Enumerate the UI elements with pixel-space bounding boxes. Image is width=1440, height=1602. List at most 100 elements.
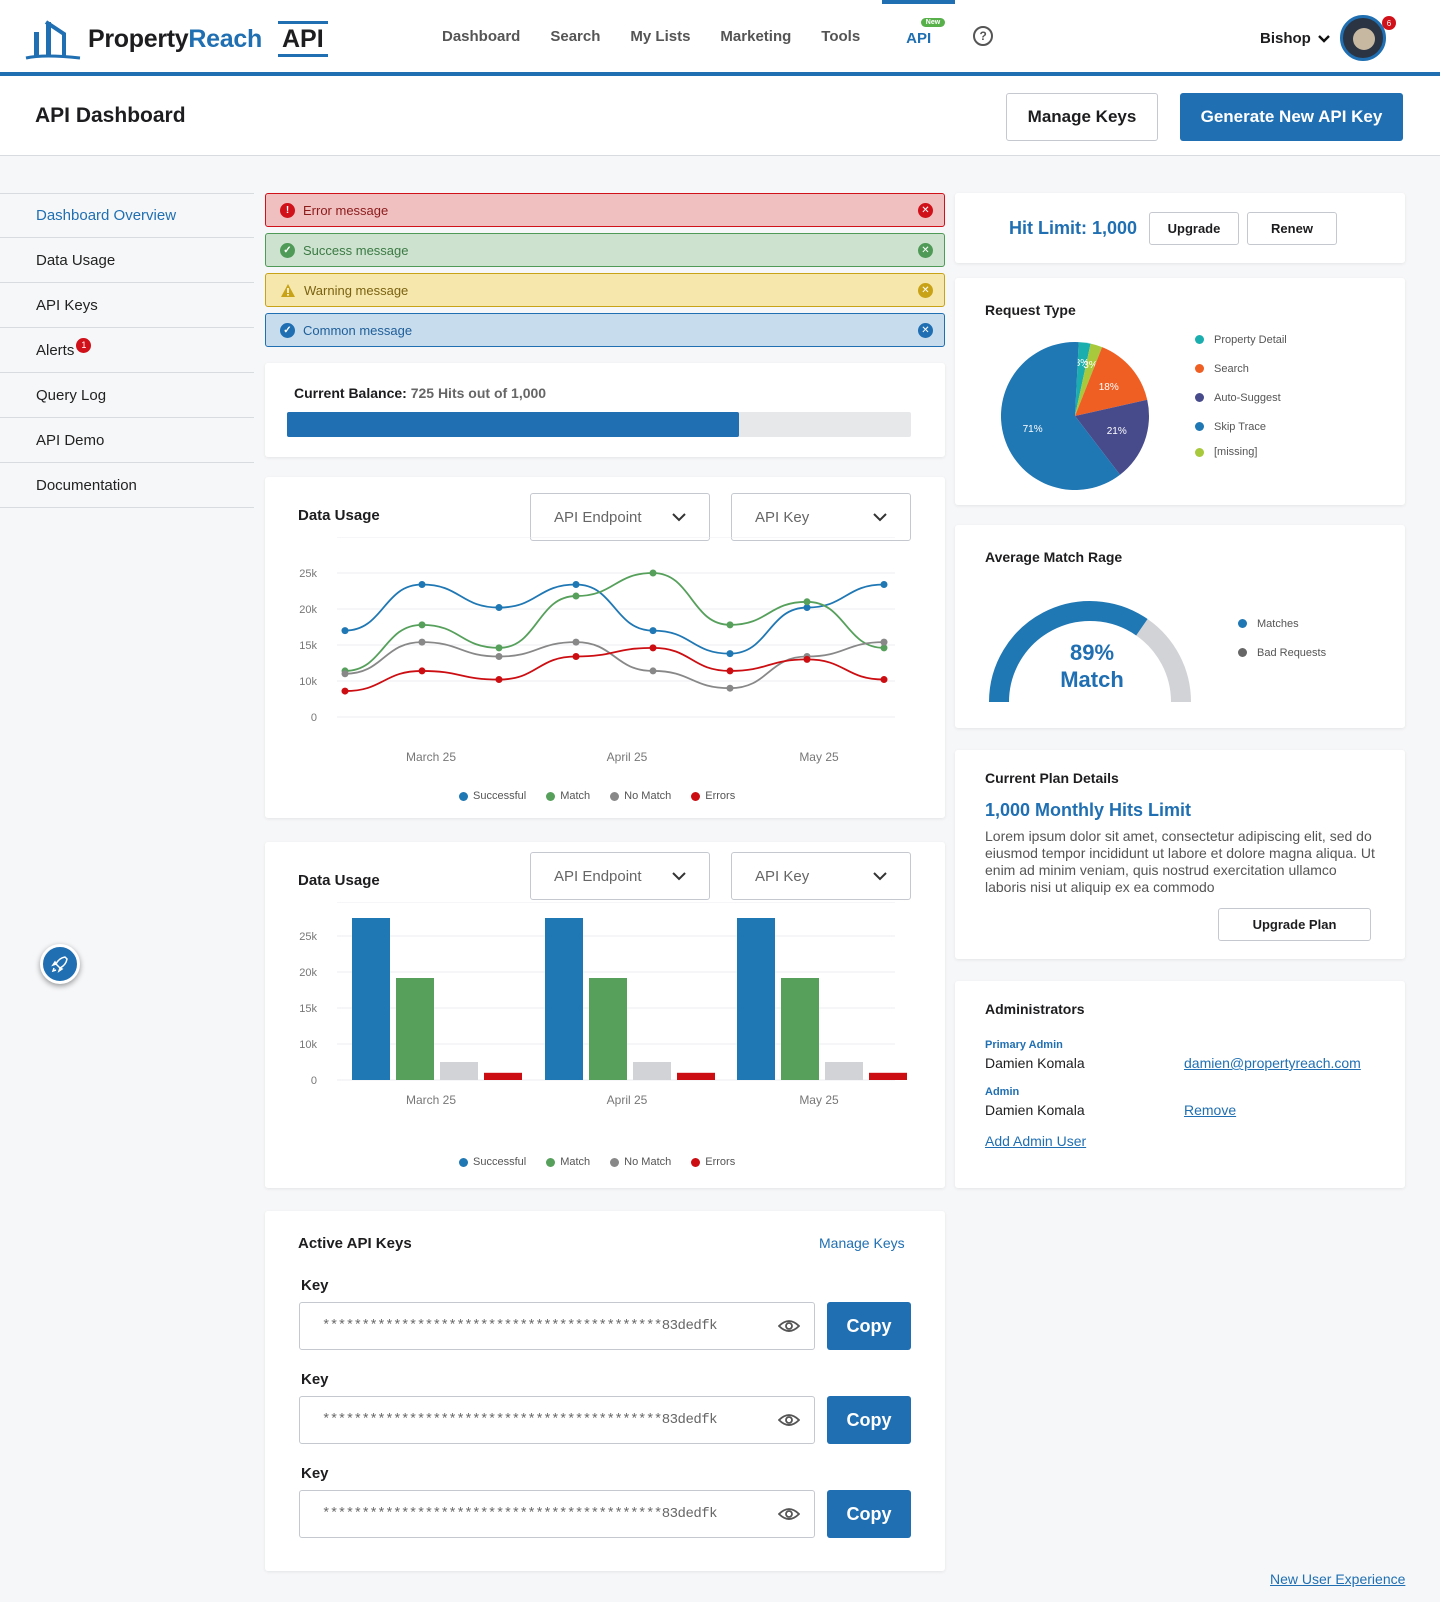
upgrade-plan-button[interactable]: Upgrade Plan	[1218, 908, 1371, 941]
plan-details-card: Current Plan Details 1,000 Monthly Hits …	[955, 750, 1405, 959]
bar-match	[589, 978, 627, 1080]
y-tick-label: 15k	[299, 640, 317, 652]
data-point	[880, 644, 888, 652]
copy-button[interactable]: Copy	[827, 1490, 911, 1538]
masked-key: ****************************************…	[322, 1412, 718, 1428]
data-point	[418, 667, 426, 675]
sidebar-item-alerts[interactable]: Alerts 1	[0, 328, 254, 373]
bar-match	[781, 978, 819, 1080]
copy-button[interactable]: Copy	[827, 1302, 911, 1350]
y-tick-label: 15k	[299, 1003, 317, 1015]
sidebar-item-api-demo[interactable]: API Demo	[0, 418, 254, 463]
add-admin-link[interactable]: Add Admin User	[985, 1133, 1087, 1149]
api-key-field[interactable]: ****************************************…	[299, 1302, 815, 1350]
sidebar-item-api-keys[interactable]: API Keys	[0, 283, 254, 328]
select-value: API Key	[755, 508, 810, 526]
eye-icon[interactable]	[778, 1411, 800, 1429]
copy-button[interactable]: Copy	[827, 1396, 911, 1444]
pie-slice-search	[1075, 347, 1148, 416]
y-tick-label: 10k	[299, 676, 317, 688]
eye-icon[interactable]	[778, 1317, 800, 1335]
nav-marketing[interactable]: Marketing	[720, 27, 792, 45]
pie-slice-property-detail	[1075, 342, 1091, 416]
pie-slice-label: 21%	[1107, 426, 1127, 437]
match-rate-card: Average Match Rage 89% Match Matches Bad…	[955, 525, 1405, 728]
rocket-launcher-button[interactable]	[40, 944, 80, 984]
remove-admin-link[interactable]: Remove	[1184, 1102, 1237, 1118]
legend-auto-suggest: Auto-Suggest	[1195, 383, 1287, 412]
user-menu[interactable]: Bishop	[1260, 30, 1331, 47]
nav-search[interactable]: Search	[550, 27, 601, 45]
close-icon[interactable]: ✕	[918, 243, 933, 258]
y-tick-label: 20k	[299, 604, 317, 616]
api-key-select[interactable]: API Key	[731, 493, 911, 541]
hit-limit-label: Hit Limit: 1,000	[1009, 218, 1138, 238]
balance-progress-fill	[287, 412, 740, 437]
data-point	[803, 604, 811, 612]
close-icon[interactable]: ✕	[918, 203, 933, 218]
alerts-badge: 1	[76, 337, 92, 353]
pie-slice-skip-trace	[1001, 342, 1121, 490]
card-title: Data Usage	[298, 507, 380, 524]
data-point	[649, 569, 657, 577]
bar-no-match	[825, 1062, 863, 1080]
close-icon[interactable]: ✕	[918, 323, 933, 338]
data-point	[495, 653, 503, 661]
sidebar-item-documentation[interactable]: Documentation	[0, 463, 254, 508]
notification-badge[interactable]: 6	[1382, 16, 1396, 30]
legend-no-match: No Match	[610, 790, 671, 802]
plan-description: Lorem ipsum dolor sit amet, consectetur …	[985, 828, 1375, 895]
renew-button[interactable]: Renew	[1247, 212, 1337, 245]
sidebar-item-dashboard-overview[interactable]: Dashboard Overview	[0, 193, 254, 238]
sidebar-item-query-log[interactable]: Query Log	[0, 373, 254, 418]
data-point	[880, 638, 888, 646]
new-user-experience-link[interactable]: New User Experience	[1270, 1571, 1406, 1587]
manage-keys-link[interactable]: Manage Keys	[819, 1235, 905, 1251]
request-type-card: Request Type 3% 3% 18% 21% 71% Property Deta…	[955, 278, 1405, 505]
user-name: Bishop	[1260, 30, 1311, 47]
nav-api[interactable]: API New	[882, 0, 956, 72]
close-icon[interactable]: ✕	[918, 283, 933, 298]
top-navbar: PropertyReach API Dashboard Search My Li…	[0, 0, 1440, 76]
primary-admin-email[interactable]: damien@propertyreach.com	[1184, 1055, 1361, 1071]
nav-tools[interactable]: Tools	[821, 27, 861, 45]
key-label: Key	[301, 1371, 329, 1388]
api-key-field[interactable]: ****************************************…	[299, 1396, 815, 1444]
nav-api-label: API	[906, 29, 932, 47]
legend-no-match: No Match	[610, 1156, 671, 1168]
api-endpoint-select[interactable]: API Endpoint	[530, 852, 710, 900]
warning-alert: Warning message ✕	[265, 273, 945, 307]
nav-dashboard[interactable]: Dashboard	[442, 27, 521, 45]
gauge-label: Match	[1060, 667, 1124, 692]
balance-progress-bar	[287, 412, 911, 437]
pie-chart: 3%3%18%21%71%	[1001, 342, 1149, 490]
help-icon[interactable]: ?	[973, 26, 994, 46]
api-key-field[interactable]: ****************************************…	[299, 1490, 815, 1538]
upgrade-button[interactable]: Upgrade	[1149, 212, 1239, 245]
rocket-icon	[51, 956, 68, 973]
avatar[interactable]	[1340, 15, 1386, 61]
logo[interactable]: PropertyReach API	[24, 18, 328, 60]
series-line-match	[344, 572, 885, 672]
new-badge: New	[920, 18, 946, 27]
data-point	[649, 627, 657, 635]
alert-text: Common message	[303, 322, 413, 338]
eye-icon[interactable]	[778, 1505, 800, 1523]
data-point	[495, 604, 503, 612]
masked-key: ****************************************…	[322, 1506, 718, 1522]
generate-api-key-button[interactable]: Generate New API Key	[1180, 93, 1403, 141]
api-endpoint-select[interactable]: API Endpoint	[530, 493, 710, 541]
x-tick-label: April 25	[607, 750, 648, 764]
bar-no-match	[633, 1062, 671, 1080]
api-key-select[interactable]: API Key	[731, 852, 911, 900]
manage-keys-button[interactable]: Manage Keys	[1006, 93, 1158, 141]
administrators-card: Administrators Primary Admin Damien Koma…	[955, 981, 1405, 1188]
legend-property-detail: Property Detail	[1195, 325, 1287, 354]
gauge-percent: 89%	[1069, 640, 1115, 665]
y-tick-label: 25k	[299, 931, 317, 943]
nav-my-lists[interactable]: My Lists	[630, 27, 691, 45]
data-point	[418, 581, 426, 589]
legend-search: Search	[1195, 354, 1287, 383]
sidebar-item-data-usage[interactable]: Data Usage	[0, 238, 254, 283]
data-point	[803, 598, 811, 606]
